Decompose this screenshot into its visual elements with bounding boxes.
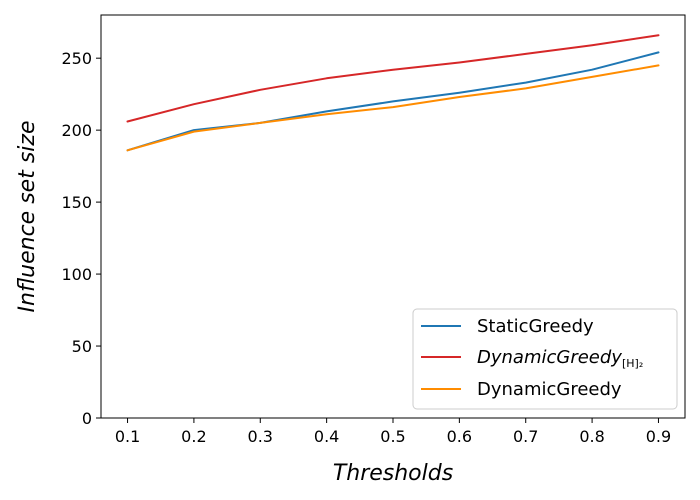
legend: StaticGreedy DynamicGreedy[H]₂ DynamicGr… [412, 308, 678, 410]
x-tick-label: 0.2 [181, 427, 206, 446]
x-tick-label: 0.7 [513, 427, 538, 446]
x-tick-label: 0.9 [646, 427, 671, 446]
y-tick-label: 150 [61, 193, 92, 212]
y-tick-label: 100 [61, 265, 92, 284]
legend-label-dynamicgreedy-h2: DynamicGreedy[H]₂ [477, 347, 643, 370]
y-tick-label: 200 [61, 121, 92, 140]
x-tick-label: 0.1 [115, 427, 140, 446]
series-line-dynamicgreedy-h2 [126, 34, 660, 123]
x-axis-title: Thresholds [333, 461, 453, 486]
y-tick-label: 250 [61, 49, 92, 68]
x-tick-label: 0.6 [447, 427, 472, 446]
x-tick-label: 0.8 [579, 427, 604, 446]
legend-label-staticgreedy: StaticGreedy [477, 316, 594, 337]
y-tick-label: 50 [72, 337, 92, 356]
legend-box [412, 308, 678, 410]
legend-entry-dynamicgreedy: DynamicGreedy [421, 379, 622, 400]
y-tick-label: 0 [82, 409, 92, 428]
plot-frame [100, 14, 686, 419]
x-tick-label: 0.4 [314, 427, 339, 446]
y-axis-title: Influence set size [15, 121, 40, 313]
y-axis-ticks: 0 50 100 150 200 250 [61, 49, 101, 428]
x-tick-label: 0.5 [380, 427, 405, 446]
legend-entry-dynamicgreedy-h2: DynamicGreedy[H]₂ [421, 347, 643, 370]
series-layer [126, 34, 660, 152]
legend-entry-staticgreedy: StaticGreedy [421, 316, 594, 337]
legend-label-dynamicgreedy: DynamicGreedy [477, 379, 622, 400]
x-axis-ticks: 0.1 0.2 0.3 0.4 0.5 0.6 0.7 0.8 0.9 [115, 418, 671, 446]
series-line-dynamicgreedy [126, 64, 660, 152]
x-tick-label: 0.3 [248, 427, 273, 446]
